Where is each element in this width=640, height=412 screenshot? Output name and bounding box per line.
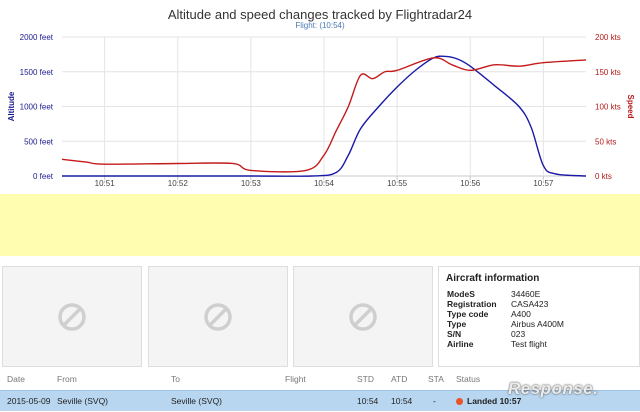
info-row-type: Type Airbus A400M: [447, 319, 564, 329]
photo-placeholder-2[interactable]: [148, 266, 288, 367]
table-row[interactable]: 2015-05-09 Seville (SVQ) Seville (SVQ) 1…: [0, 390, 640, 411]
cell-std: 10:54: [357, 396, 379, 406]
y-axis-label-left: Altitude: [7, 91, 16, 121]
info-key: Type code: [447, 309, 489, 319]
info-key: Airline: [447, 339, 474, 349]
info-row-modes: ModeS 34460E: [447, 289, 540, 299]
info-row-type-code: Type code A400: [447, 309, 531, 319]
column-header-sta[interactable]: STA: [428, 374, 444, 384]
column-header-std[interactable]: STD: [357, 374, 374, 384]
aircraft-info-panel: Aircraft information ModeS 34460E Registr…: [438, 266, 640, 367]
no-image-icon: [349, 302, 377, 331]
info-key: ModeS: [447, 289, 475, 299]
info-value: Test flight: [511, 339, 547, 349]
x-tick-label: 10:53: [241, 179, 262, 188]
cell-to[interactable]: Seville (SVQ): [171, 396, 223, 406]
y-tick-left: 0 feet: [33, 172, 54, 181]
aircraft-info-title: Aircraft information: [446, 273, 540, 284]
cell-status: Landed 10:57: [456, 396, 521, 406]
info-value: 34460E: [511, 289, 541, 299]
watermark-text: Response.: [508, 379, 599, 398]
status-label: Landed 10:57: [467, 396, 522, 406]
cell-from[interactable]: Seville (SVQ): [57, 396, 109, 406]
x-tick-label: 10:57: [533, 179, 554, 188]
column-header-date[interactable]: Date: [7, 374, 25, 384]
y-tick-right: 50 kts: [595, 137, 616, 146]
x-tick-label: 10:56: [460, 179, 481, 188]
photo-placeholder-3[interactable]: [293, 266, 433, 367]
y-tick-right: 100 kts: [595, 103, 621, 112]
chart-title: Altitude and speed changes tracked by Fl…: [168, 7, 472, 22]
y-tick-left: 1000 feet: [20, 103, 54, 112]
altitude-speed-chart: Altitude and speed changes tracked by Fl…: [0, 0, 640, 192]
info-key: Type: [447, 319, 467, 329]
series-line-speed: [61, 57, 587, 173]
cell-atd: 10:54: [391, 396, 413, 406]
y-tick-left: 500 feet: [24, 137, 54, 146]
x-tick-label: 10:54: [314, 179, 335, 188]
info-row-sn: S/N 023: [447, 329, 525, 339]
info-value: CASA423: [511, 299, 549, 309]
cell-date: 2015-05-09: [7, 396, 51, 406]
y-tick-right: 0 kts: [595, 172, 612, 181]
no-image-icon: [204, 302, 232, 331]
info-value: 023: [511, 329, 526, 339]
column-header-from[interactable]: From: [57, 374, 77, 384]
info-key: Registration: [447, 299, 497, 309]
y-axis-label-right: Speed: [626, 94, 635, 118]
column-header-atd[interactable]: ATD: [391, 374, 408, 384]
watermark-logo: Response.: [508, 379, 636, 407]
column-header-status[interactable]: Status: [456, 374, 481, 384]
y-tick-right: 200 kts: [595, 33, 621, 42]
info-value: A400: [511, 309, 531, 319]
info-row-registration: Registration CASA423: [447, 299, 548, 309]
x-tick-label: 10:52: [168, 179, 189, 188]
y-tick-left: 1500 feet: [20, 68, 54, 77]
no-image-icon: [58, 302, 86, 331]
info-row-airline: Airline Test flight: [447, 339, 547, 349]
cell-sta: -: [433, 396, 436, 406]
ad-banner[interactable]: [0, 194, 640, 256]
chart-subtitle: Flight: (10:54): [295, 21, 345, 30]
column-header-flight[interactable]: Flight: [285, 374, 306, 384]
y-tick-left: 2000 feet: [20, 33, 54, 42]
x-tick-label: 10:51: [95, 179, 116, 188]
series-line-altitude: [61, 55, 587, 177]
status-dot-icon: [456, 398, 463, 405]
info-value: Airbus A400M: [511, 319, 564, 329]
flight-history-table: Date From To Flight STD ATD STA Status 2…: [0, 370, 640, 412]
photo-placeholder-1[interactable]: [2, 266, 142, 367]
y-tick-right: 150 kts: [595, 68, 621, 77]
chart-canvas: Altitude and speed changes tracked by Fl…: [7, 7, 635, 188]
column-header-to[interactable]: To: [171, 374, 180, 384]
x-tick-label: 10:55: [387, 179, 408, 188]
info-key: S/N: [447, 329, 462, 339]
